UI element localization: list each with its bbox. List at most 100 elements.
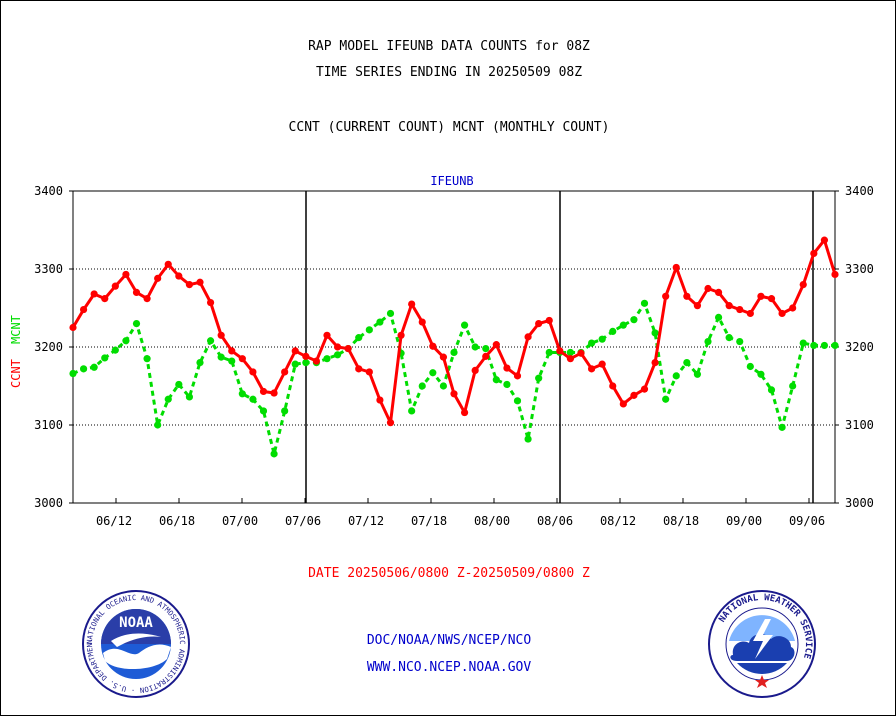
data-point-mcnt <box>79 365 88 373</box>
website-link[interactable]: WWW.NCO.NCEP.NOAA.GOV <box>366 660 532 675</box>
data-point-mcnt <box>333 351 342 359</box>
data-point-ccnt <box>175 272 183 280</box>
data-point-mcnt <box>175 380 183 389</box>
x-tick-label: 08/12 <box>600 514 636 528</box>
org-path-label: DOC/NOAA/NWS/NCEP/NCO <box>366 633 532 648</box>
data-point-ccnt <box>746 309 754 318</box>
data-point-ccnt <box>471 366 479 374</box>
chart-title-line1: RAP MODEL IFEUNB DATA COUNTS for 08Z <box>308 39 590 54</box>
data-point-ccnt <box>185 281 194 289</box>
data-point-ccnt <box>122 270 130 279</box>
data-point-ccnt <box>376 396 384 404</box>
data-point-mcnt <box>831 341 839 350</box>
data-point-ccnt <box>217 331 225 339</box>
data-point-mcnt <box>281 407 289 415</box>
data-point-mcnt <box>439 382 448 390</box>
x-tick-label: 07/00 <box>222 514 258 528</box>
data-point-mcnt <box>789 382 797 390</box>
data-point-mcnt <box>365 326 373 334</box>
data-point-ccnt <box>704 284 712 293</box>
series-ccnt <box>69 236 839 427</box>
data-point-mcnt <box>196 359 204 367</box>
data-point-mcnt <box>535 374 543 382</box>
x-tick-label: 09/00 <box>726 514 762 528</box>
data-point-mcnt <box>714 313 723 321</box>
data-point-ccnt <box>630 391 638 399</box>
data-point-ccnt <box>355 365 363 373</box>
data-point-mcnt <box>820 341 829 350</box>
data-point-mcnt <box>376 318 384 326</box>
data-point-ccnt <box>365 368 373 376</box>
y-axis-label-ccnt: CCNT <box>9 359 23 388</box>
data-point-mcnt <box>122 337 130 345</box>
data-point-mcnt <box>386 309 395 318</box>
data-point-mcnt <box>111 346 119 354</box>
x-tick-label: 07/12 <box>348 514 384 528</box>
data-point-ccnt <box>820 236 829 244</box>
y-tick-label-left: 3200 <box>34 340 63 354</box>
data-point-mcnt <box>598 335 606 343</box>
data-point-ccnt <box>598 360 606 368</box>
plot-title: IFEUNB <box>430 174 473 188</box>
data-point-ccnt <box>757 292 765 300</box>
data-point-ccnt <box>587 365 596 373</box>
data-point-mcnt <box>757 370 765 378</box>
data-point-mcnt <box>672 372 680 380</box>
data-point-ccnt <box>90 290 98 298</box>
data-point-ccnt <box>302 352 310 360</box>
data-point-ccnt <box>143 295 151 303</box>
data-point-mcnt <box>767 386 776 394</box>
data-point-mcnt <box>651 329 659 337</box>
series-line-mcnt <box>72 301 835 456</box>
data-point-mcnt <box>609 327 617 335</box>
data-point-ccnt <box>238 355 246 363</box>
data-point-mcnt <box>619 321 627 329</box>
data-point-ccnt <box>831 270 839 279</box>
y-tick-label-right: 3000 <box>845 496 874 510</box>
data-point-mcnt <box>101 354 109 362</box>
noaa-logo-text: NOAA <box>119 615 153 631</box>
data-point-mcnt <box>259 407 268 415</box>
data-point-mcnt <box>587 339 596 347</box>
data-point-mcnt <box>249 395 257 403</box>
data-point-mcnt <box>185 393 194 401</box>
data-point-ccnt <box>418 318 426 326</box>
data-point-mcnt <box>418 382 426 390</box>
data-point-ccnt <box>566 355 575 363</box>
data-point-ccnt <box>228 347 236 355</box>
data-point-mcnt <box>799 339 807 347</box>
chart-subtitle: CCNT (CURRENT COUNT) MCNT (MONTHLY COUNT… <box>288 120 610 135</box>
data-point-ccnt <box>312 357 321 365</box>
x-tick-label: 08/06 <box>537 514 573 528</box>
x-tick-label: 09/06 <box>789 514 825 528</box>
noaa-logo: NATIONAL OCEANIC AND ATMOSPHERIC ADMINIS… <box>81 589 190 698</box>
data-point-mcnt <box>270 450 278 458</box>
y-tick-label-right: 3400 <box>845 184 874 198</box>
data-point-mcnt <box>725 334 733 342</box>
data-point-ccnt <box>672 263 680 272</box>
data-point-mcnt <box>524 435 532 443</box>
data-point-mcnt <box>450 348 458 357</box>
data-point-mcnt <box>355 334 363 342</box>
data-point-ccnt <box>524 333 532 341</box>
y-tick-label-right: 3200 <box>845 340 874 354</box>
data-point-ccnt <box>609 382 617 390</box>
data-point-ccnt <box>619 400 627 408</box>
x-tick-label: 08/18 <box>663 514 699 528</box>
data-point-mcnt <box>503 380 511 389</box>
data-point-ccnt <box>154 274 162 282</box>
data-point-ccnt <box>101 295 109 303</box>
data-point-mcnt <box>471 343 479 351</box>
data-point-ccnt <box>206 298 215 307</box>
data-point-ccnt <box>196 278 204 286</box>
y-tick-label-left: 3000 <box>34 496 63 510</box>
data-point-ccnt <box>503 364 511 372</box>
data-point-ccnt <box>69 323 77 332</box>
y-tick-label-left: 3400 <box>34 184 63 198</box>
data-point-mcnt <box>238 390 246 398</box>
data-point-ccnt <box>397 331 405 339</box>
data-point-mcnt <box>429 369 437 377</box>
data-point-ccnt <box>556 347 564 355</box>
data-point-ccnt <box>662 292 670 300</box>
